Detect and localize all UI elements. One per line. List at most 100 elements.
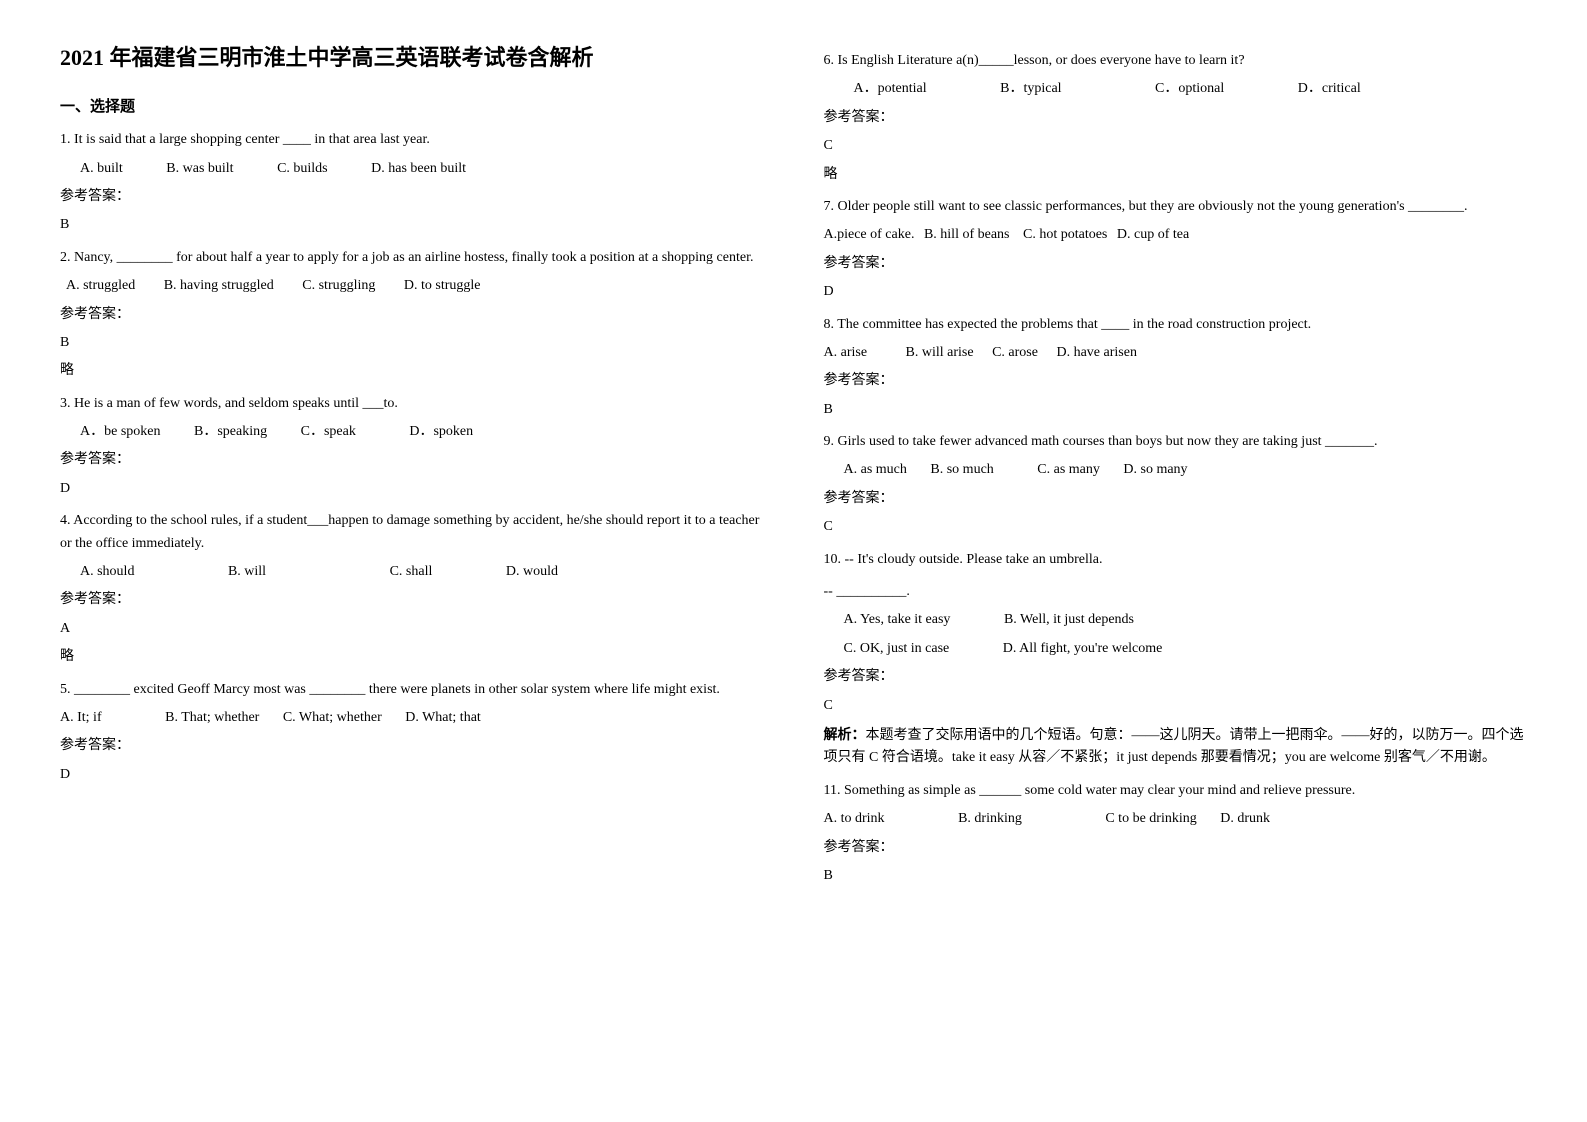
q8-answer-label: 参考答案： (824, 370, 1528, 392)
q11-opt-d: D. drunk (1220, 808, 1270, 830)
q10-options-2: C. OK, just in case D. All fight, you're… (844, 638, 1528, 660)
q10-explanation: 解析：本题考查了交际用语中的几个短语。句意：——这儿阴天。请带上一把雨伞。——好… (824, 725, 1528, 770)
q10-opt-c: C. OK, just in case (844, 638, 950, 660)
q6-opt-b: B．typical (1000, 78, 1061, 100)
q9-answer: C (824, 516, 1528, 538)
q10-options: A. Yes, take it easy B. Well, it just de… (844, 609, 1528, 631)
q8-text: 8. The committee has expected the proble… (824, 314, 1528, 336)
q1-answer-label: 参考答案： (60, 186, 764, 208)
q6-options: A．potential B．typical C．optional D．criti… (854, 78, 1528, 100)
q1-text: 1. It is said that a large shopping cent… (60, 129, 764, 151)
q8-opt-b: B. will arise (906, 342, 974, 364)
q5-opt-b: B. That; whether (165, 707, 259, 729)
q1-opt-c: C. builds (277, 158, 328, 180)
q10-answer-label: 参考答案： (824, 666, 1528, 688)
q7-opt-a: A.piece of cake. (824, 224, 915, 246)
q6-answer: C (824, 135, 1528, 157)
q6-opt-d: D．critical (1298, 78, 1361, 100)
q2-opt-c: C. struggling (302, 275, 375, 297)
q7-opt-d: D. cup of tea (1117, 224, 1189, 246)
q4-answer: A (60, 618, 764, 640)
q10-opt-d: D. All fight, you're welcome (1003, 638, 1163, 660)
q9-opt-d: D. so many (1123, 459, 1187, 481)
q11-opt-c: C to be drinking (1105, 808, 1196, 830)
q6-brief: 略 (824, 164, 1528, 186)
q7-opt-b: B. hill of beans (924, 224, 1010, 246)
explanation-label: 解析： (824, 728, 866, 743)
q11-text: 11. Something as simple as ______ some c… (824, 780, 1528, 802)
q3-opt-b: B．speaking (194, 421, 267, 443)
q6-opt-a: A．potential (854, 78, 927, 100)
q3-opt-d: D．spoken (409, 421, 473, 443)
q8-options: A. arise B. will arise C. arose D. have … (824, 342, 1528, 364)
q10-answer: C (824, 695, 1528, 717)
q5-answer: D (60, 764, 764, 786)
q4-answer-label: 参考答案： (60, 589, 764, 611)
q6-answer-label: 参考答案： (824, 107, 1528, 129)
q10-text: 10. -- It's cloudy outside. Please take … (824, 549, 1528, 571)
left-column: 2021 年福建省三明市淮土中学高三英语联考试卷含解析 一、选择题 1. It … (60, 40, 764, 893)
q7-text: 7. Older people still want to see classi… (824, 196, 1528, 218)
q4-text: 4. According to the school rules, if a s… (60, 510, 764, 555)
q7-answer: D (824, 281, 1528, 303)
q10-opt-a: A. Yes, take it easy (844, 609, 951, 631)
q7-answer-label: 参考答案： (824, 253, 1528, 275)
q3-opt-c: C．speak (301, 421, 356, 443)
q11-options: A. to drink B. drinking C to be drinking… (824, 808, 1528, 830)
q3-opt-a: A．be spoken (80, 421, 161, 443)
q9-opt-b: B. so much (930, 459, 993, 481)
q2-answer-label: 参考答案： (60, 304, 764, 326)
q11-opt-b: B. drinking (958, 808, 1022, 830)
q4-opt-c: C. shall (390, 561, 433, 583)
q5-opt-a: A. It; if (60, 707, 102, 729)
q7-options: A.piece of cake. B. hill of beans C. hot… (824, 224, 1528, 246)
q8-opt-c: C. arose (992, 342, 1038, 364)
document-title: 2021 年福建省三明市淮土中学高三英语联考试卷含解析 (60, 40, 764, 75)
q11-answer-label: 参考答案： (824, 837, 1528, 859)
q1-answer: B (60, 214, 764, 236)
q4-opt-a: A. should (80, 561, 134, 583)
q3-answer: D (60, 478, 764, 500)
section-1-title: 一、选择题 (60, 95, 764, 119)
q2-text: 2. Nancy, ________ for about half a year… (60, 247, 764, 269)
q4-opt-d: D. would (506, 561, 558, 583)
q5-opt-c: C. What; whether (283, 707, 382, 729)
q9-opt-c: C. as many (1037, 459, 1100, 481)
q4-options: A. should B. will C. shall D. would (80, 561, 764, 583)
q8-answer: B (824, 399, 1528, 421)
q3-text: 3. He is a man of few words, and seldom … (60, 393, 764, 415)
q1-opt-d: D. has been built (371, 158, 466, 180)
q2-opt-d: D. to struggle (404, 275, 481, 297)
q5-options: A. It; if B. That; whether C. What; whet… (60, 707, 764, 729)
q2-answer: B (60, 332, 764, 354)
q6-opt-c: C．optional (1155, 78, 1224, 100)
q9-options: A. as much B. so much C. as many D. so m… (844, 459, 1528, 481)
q2-options: A. struggled B. having struggled C. stru… (66, 275, 764, 297)
q11-opt-a: A. to drink (824, 808, 885, 830)
q4-opt-b: B. will (228, 561, 266, 583)
q2-opt-a: A. struggled (66, 275, 135, 297)
q9-answer-label: 参考答案： (824, 488, 1528, 510)
q2-opt-b: B. having struggled (164, 275, 274, 297)
q9-opt-a: A. as much (844, 459, 907, 481)
q10-opt-b: B. Well, it just depends (1004, 609, 1134, 631)
q1-opt-b: B. was built (166, 158, 233, 180)
explanation-text: 本题考查了交际用语中的几个短语。句意：——这儿阴天。请带上一把雨伞。——好的，以… (824, 728, 1524, 765)
q4-brief: 略 (60, 646, 764, 668)
q10-text2: -- __________. (824, 581, 1528, 603)
q5-answer-label: 参考答案： (60, 735, 764, 757)
q3-options: A．be spoken B．speaking C．speak D．spoken (80, 421, 764, 443)
q11-answer: B (824, 865, 1528, 887)
q2-brief: 略 (60, 360, 764, 382)
q8-opt-a: A. arise (824, 342, 868, 364)
q1-opt-a: A. built (80, 158, 123, 180)
q8-opt-d: D. have arisen (1056, 342, 1136, 364)
q3-answer-label: 参考答案： (60, 449, 764, 471)
page-container: 2021 年福建省三明市淮土中学高三英语联考试卷含解析 一、选择题 1. It … (60, 40, 1527, 893)
q5-opt-d: D. What; that (405, 707, 481, 729)
q9-text: 9. Girls used to take fewer advanced mat… (824, 431, 1528, 453)
q7-opt-c: C. hot potatoes (1023, 224, 1107, 246)
right-column: 6. Is English Literature a(n)_____lesson… (824, 40, 1528, 893)
q1-options: A. built B. was built C. builds D. has b… (80, 158, 764, 180)
q5-text: 5. ________ excited Geoff Marcy most was… (60, 679, 764, 701)
